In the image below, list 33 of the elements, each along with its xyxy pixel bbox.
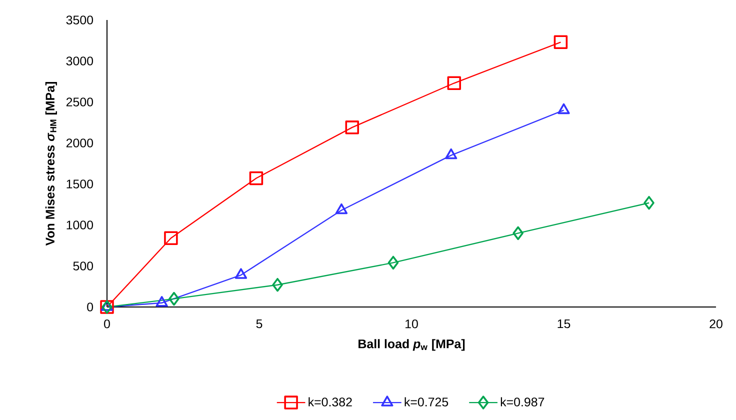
x-axis-title: Ball load p$_{w}$ [MPa] [358, 339, 465, 351]
x-tick-label: 15 [558, 319, 570, 328]
y-tick-label: 0 [87, 302, 94, 312]
point [447, 76, 462, 90]
point [234, 268, 248, 279]
x-tick-label: 5 [256, 319, 262, 328]
y-tick-label: 2500 [66, 98, 94, 106]
point [272, 278, 283, 292]
point [445, 148, 458, 160]
point [554, 35, 568, 50]
point [512, 226, 524, 240]
point [164, 231, 178, 245]
point [644, 196, 654, 210]
y-tick-label: 3500 [66, 16, 94, 24]
point [249, 171, 264, 186]
point [388, 256, 399, 270]
legend-label: k=0.382 [308, 397, 352, 406]
point [335, 203, 348, 214]
point [345, 120, 360, 134]
legend-label: k=0.987 [500, 397, 544, 406]
y-tick-label: 1000 [66, 220, 94, 230]
y-tick-label: 2000 [66, 138, 94, 148]
y-tick-label: 3000 [66, 56, 94, 66]
legend-label: k=0.725 [404, 397, 448, 406]
x-tick-label: 20 [710, 319, 722, 328]
y-tick-label: 1500 [66, 180, 94, 188]
point [558, 103, 570, 114]
y-axis-title: Von Mises stress σ$_{HM}$ [MPa] [45, 82, 57, 246]
x-tick-label: 10 [406, 319, 418, 328]
point [168, 292, 180, 306]
x-tick-label: 0 [104, 319, 110, 328]
point [156, 296, 168, 307]
y-tick-label: 500 [73, 262, 94, 270]
